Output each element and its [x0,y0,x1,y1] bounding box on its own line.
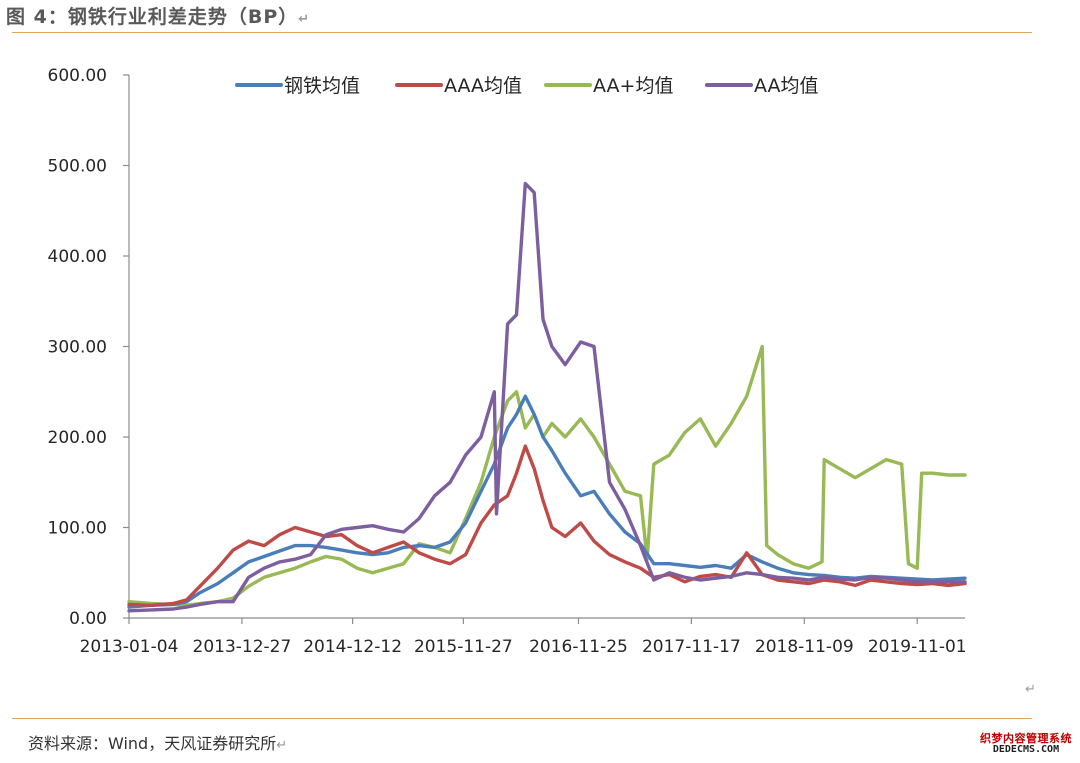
y-axis-ticks: 600.00 500.00 400.00 300.00 200.00 100.00 0.00 [48,66,129,629]
top-rule [12,32,1032,33]
stray-return-mark: ↵ [1025,682,1036,697]
legend-label-3: AA均值 [754,75,819,97]
x-tick-label: 2019-11-01 [868,637,967,657]
y-tick-label: 0.00 [69,609,107,629]
y-tick-label: 300.00 [48,338,107,358]
legend: 钢铁均值 AAA均值 AA+均值 AA均值 [235,75,819,97]
watermark-cn: 织梦内容管理系统 [980,731,1072,745]
y-tick-label: 100.00 [48,519,107,539]
return-mark: ↵ [298,12,311,27]
source-text: 资料来源：Wind，天风证券研究所 [28,734,277,753]
spread-line-chart: 600.00 500.00 400.00 300.00 200.00 100.00 0.00… [48,66,967,657]
series-line-0 [127,394,967,609]
watermark-en: DEDECMS.COM [992,743,1060,755]
series-line-2 [127,344,967,607]
x-tick-label: 2017-11-17 [642,637,741,657]
x-tick-label: 2013-01-04 [80,637,179,657]
x-tick-label: 2018-11-09 [755,637,854,657]
x-axis-ticks: 2013-01-04 2013-12-27 2014-12-12 2015-11-27… [80,618,967,657]
x-tick-label: 2015-11-27 [414,637,513,657]
y-tick-label: 500.00 [48,157,107,177]
series-lines [127,181,967,613]
source-note: 资料来源：Wind，天风证券研究所↵ [28,730,287,754]
legend-label-1: AAA均值 [444,75,522,97]
x-tick-label: 2014-12-12 [303,637,402,657]
bottom-rule [12,718,1032,719]
y-tick-label: 200.00 [48,428,107,448]
source-return-mark: ↵ [276,738,288,753]
y-tick-label: 600.00 [48,66,107,86]
watermark: 织梦内容管理系统 DEDECMS.COM [980,733,1072,755]
figure-title: 图 4：钢铁行业利差走势（BP）↵ [6,2,310,29]
x-tick-label: 2016-11-25 [529,637,628,657]
y-tick-label: 400.00 [48,247,107,267]
legend-label-2: AA+均值 [593,75,673,97]
series-line-3 [127,181,967,613]
axes [128,75,965,619]
series-line-1 [127,444,967,607]
figure-title-text: 图 4：钢铁行业利差走势（BP） [6,6,299,28]
legend-label-0: 钢铁均值 [284,75,360,97]
x-tick-label: 2013-12-27 [193,637,292,657]
